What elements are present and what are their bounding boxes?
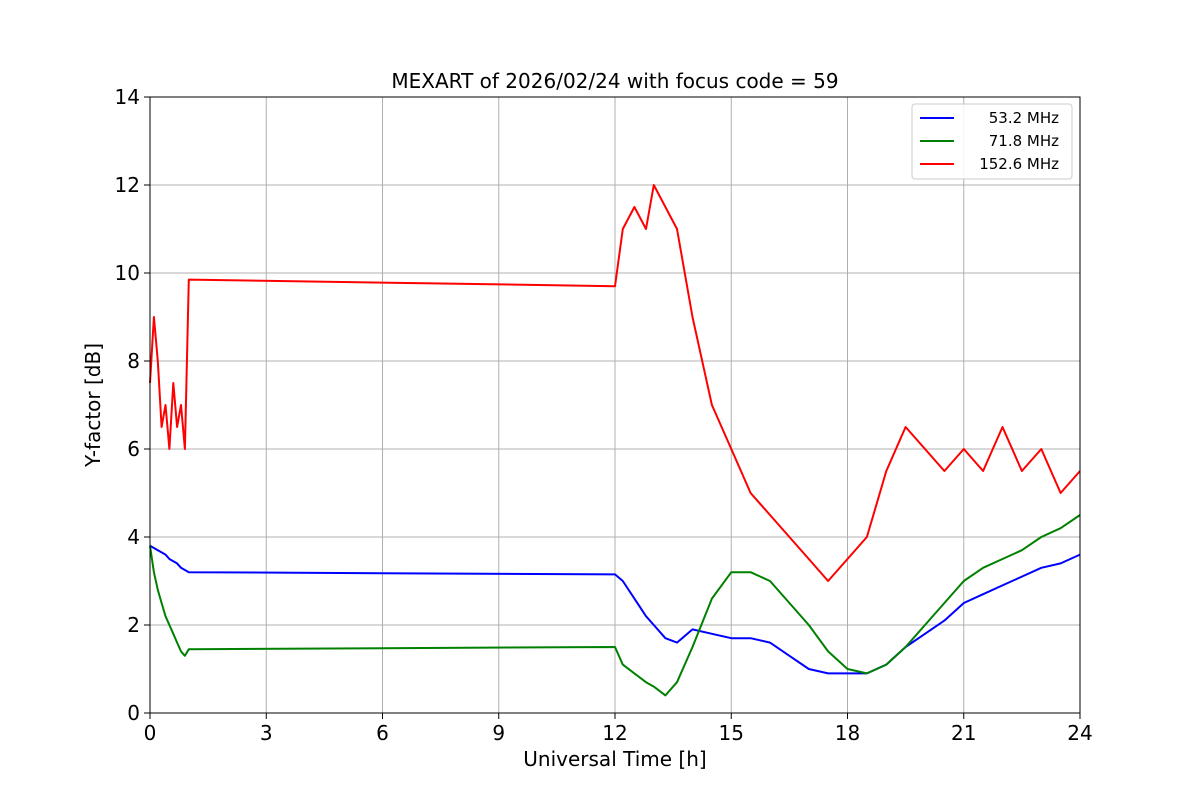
y-tick-label: 10 (115, 261, 140, 285)
grid (150, 97, 1080, 713)
y-tick-label: 2 (127, 613, 140, 637)
x-axis-label: Universal Time [h] (523, 747, 706, 771)
x-tick-label: 9 (492, 721, 505, 745)
y-tick-label: 12 (115, 173, 140, 197)
x-tick-label: 15 (719, 721, 744, 745)
x-tick-label: 3 (260, 721, 273, 745)
x-tick-label: 6 (376, 721, 389, 745)
x-tick-label: 18 (835, 721, 860, 745)
x-tick-label: 24 (1067, 721, 1092, 745)
y-tick-label: 8 (127, 349, 140, 373)
legend-label: 152.6 MHz (979, 155, 1059, 173)
x-tick-label: 0 (144, 721, 157, 745)
y-tick-label: 14 (115, 85, 140, 109)
x-tick-label: 12 (602, 721, 627, 745)
chart-title: MEXART of 2026/02/24 with focus code = 5… (391, 69, 838, 93)
y-tick-label: 4 (127, 525, 140, 549)
y-tick-label: 0 (127, 701, 140, 725)
y-tick-label: 6 (127, 437, 140, 461)
x-tick-label: 21 (951, 721, 976, 745)
legend-label: 71.8 MHz (989, 132, 1059, 150)
legend-label: 53.2 MHz (989, 109, 1059, 127)
legend: 53.2 MHz 71.8 MHz 152.6 MHz (912, 104, 1072, 179)
y-axis-label: Y-factor [dB] (81, 343, 105, 468)
